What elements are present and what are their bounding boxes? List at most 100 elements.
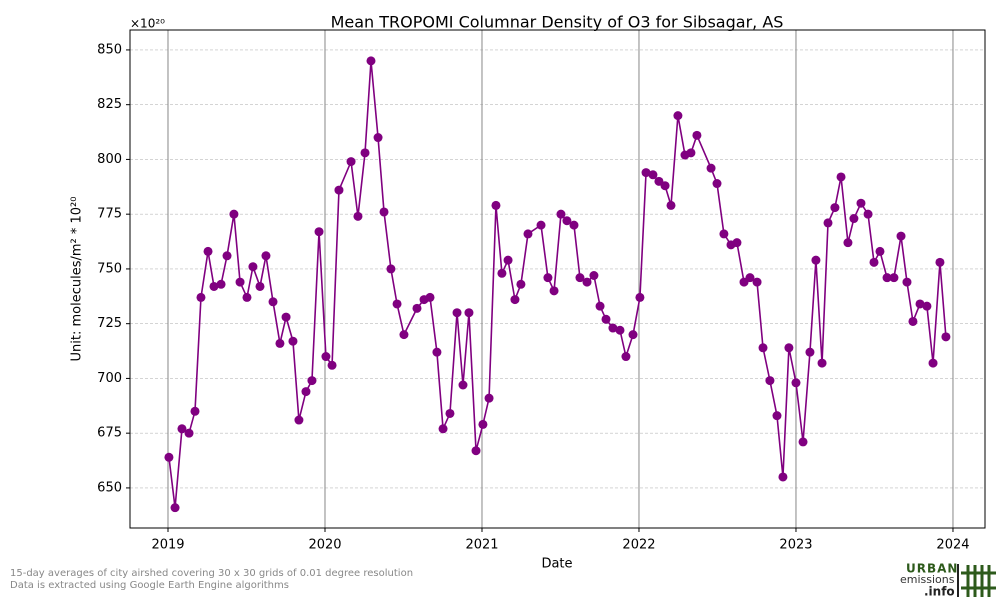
data-point [307, 376, 317, 386]
data-point [706, 163, 716, 173]
data-point [491, 200, 501, 210]
axes-frame [129, 29, 986, 529]
data-point [334, 185, 344, 195]
plot-area [130, 30, 985, 528]
data-point [177, 424, 187, 434]
data-point [321, 352, 331, 362]
data-point [346, 157, 356, 167]
data-point [635, 292, 645, 302]
data-point [608, 323, 618, 333]
data-point [863, 209, 873, 219]
data-point [615, 325, 625, 335]
data-point [458, 380, 468, 390]
logo: URBAN emissions .info [900, 562, 996, 599]
data-point [281, 312, 291, 322]
x-tick-label: 2022 [622, 538, 655, 553]
data-point [366, 56, 376, 66]
data-point [510, 295, 520, 305]
data-point [673, 111, 683, 121]
data-point [222, 251, 232, 261]
data-point [928, 358, 938, 368]
logo-text: URBAN [906, 562, 958, 576]
data-point [569, 220, 579, 230]
data-point [438, 424, 448, 434]
x-tick-label: 2023 [779, 538, 812, 553]
data-point [432, 347, 442, 357]
data-point [601, 314, 611, 324]
y-tick-label: 700 [97, 371, 122, 386]
data-point [889, 273, 899, 283]
data-point [516, 279, 526, 289]
data-point [549, 286, 559, 296]
data-point [628, 330, 638, 340]
data-point [235, 277, 245, 287]
data-point [503, 255, 513, 265]
y-tick-label: 675 [97, 426, 122, 441]
data-point [836, 172, 846, 182]
data-point [242, 292, 252, 302]
data-point [830, 203, 840, 213]
x-axis-label: Date [541, 557, 572, 572]
data-point [360, 148, 370, 158]
y-axis-label: Unit: molecules/m² * 10²⁰ [70, 197, 85, 362]
data-point [666, 200, 676, 210]
data-point [849, 214, 859, 224]
data-point [452, 308, 462, 318]
logo-text: emissions [900, 573, 955, 586]
data-point [412, 303, 422, 313]
data-point [464, 308, 474, 318]
data-point [543, 273, 553, 283]
data-point [856, 198, 866, 208]
data-point [294, 415, 304, 425]
x-tick-label: 2020 [308, 538, 341, 553]
chart-title: Mean TROPOMI Columnar Density of O3 for … [331, 13, 784, 32]
data-point [164, 452, 174, 462]
data-point [536, 220, 546, 230]
data-point [379, 207, 389, 217]
data-point [582, 277, 592, 287]
data-point [353, 211, 363, 221]
data-point [935, 257, 945, 267]
data-point [817, 358, 827, 368]
data-point [843, 238, 853, 248]
data-point [869, 257, 879, 267]
data-point [712, 179, 722, 189]
data-point [915, 299, 925, 309]
data-point [556, 209, 566, 219]
data-point [692, 130, 702, 140]
data-point [523, 229, 533, 239]
data-point [798, 437, 808, 447]
data-point [445, 408, 455, 418]
data-point [288, 336, 298, 346]
data-point [327, 360, 337, 370]
data-point [805, 347, 815, 357]
logo-grid [961, 565, 996, 597]
data-point [595, 301, 605, 311]
data-point [686, 148, 696, 158]
y-tick-label: 775 [97, 207, 122, 222]
data-point [589, 270, 599, 280]
x-tick-label: 2019 [151, 538, 184, 553]
data-point [268, 297, 278, 307]
data-point [732, 238, 742, 248]
data-point [641, 168, 651, 178]
y-tick-label: 650 [97, 480, 122, 495]
x-tick-label: 2024 [936, 538, 969, 553]
data-point [392, 299, 402, 309]
y-tick-label: 750 [97, 261, 122, 276]
y-offset-label: ×10²⁰ [130, 17, 165, 31]
data-point [562, 216, 572, 226]
data-point [386, 264, 396, 274]
data-point [190, 406, 200, 416]
data-point [784, 343, 794, 353]
data-point [373, 133, 383, 143]
data-point [399, 330, 409, 340]
data-point [248, 262, 258, 272]
y-tick-label: 825 [97, 97, 122, 112]
logo-text: .info [924, 585, 955, 599]
data-point [478, 419, 488, 429]
data-point [301, 387, 311, 397]
y-tick-label: 725 [97, 316, 122, 331]
data-point [209, 281, 219, 291]
